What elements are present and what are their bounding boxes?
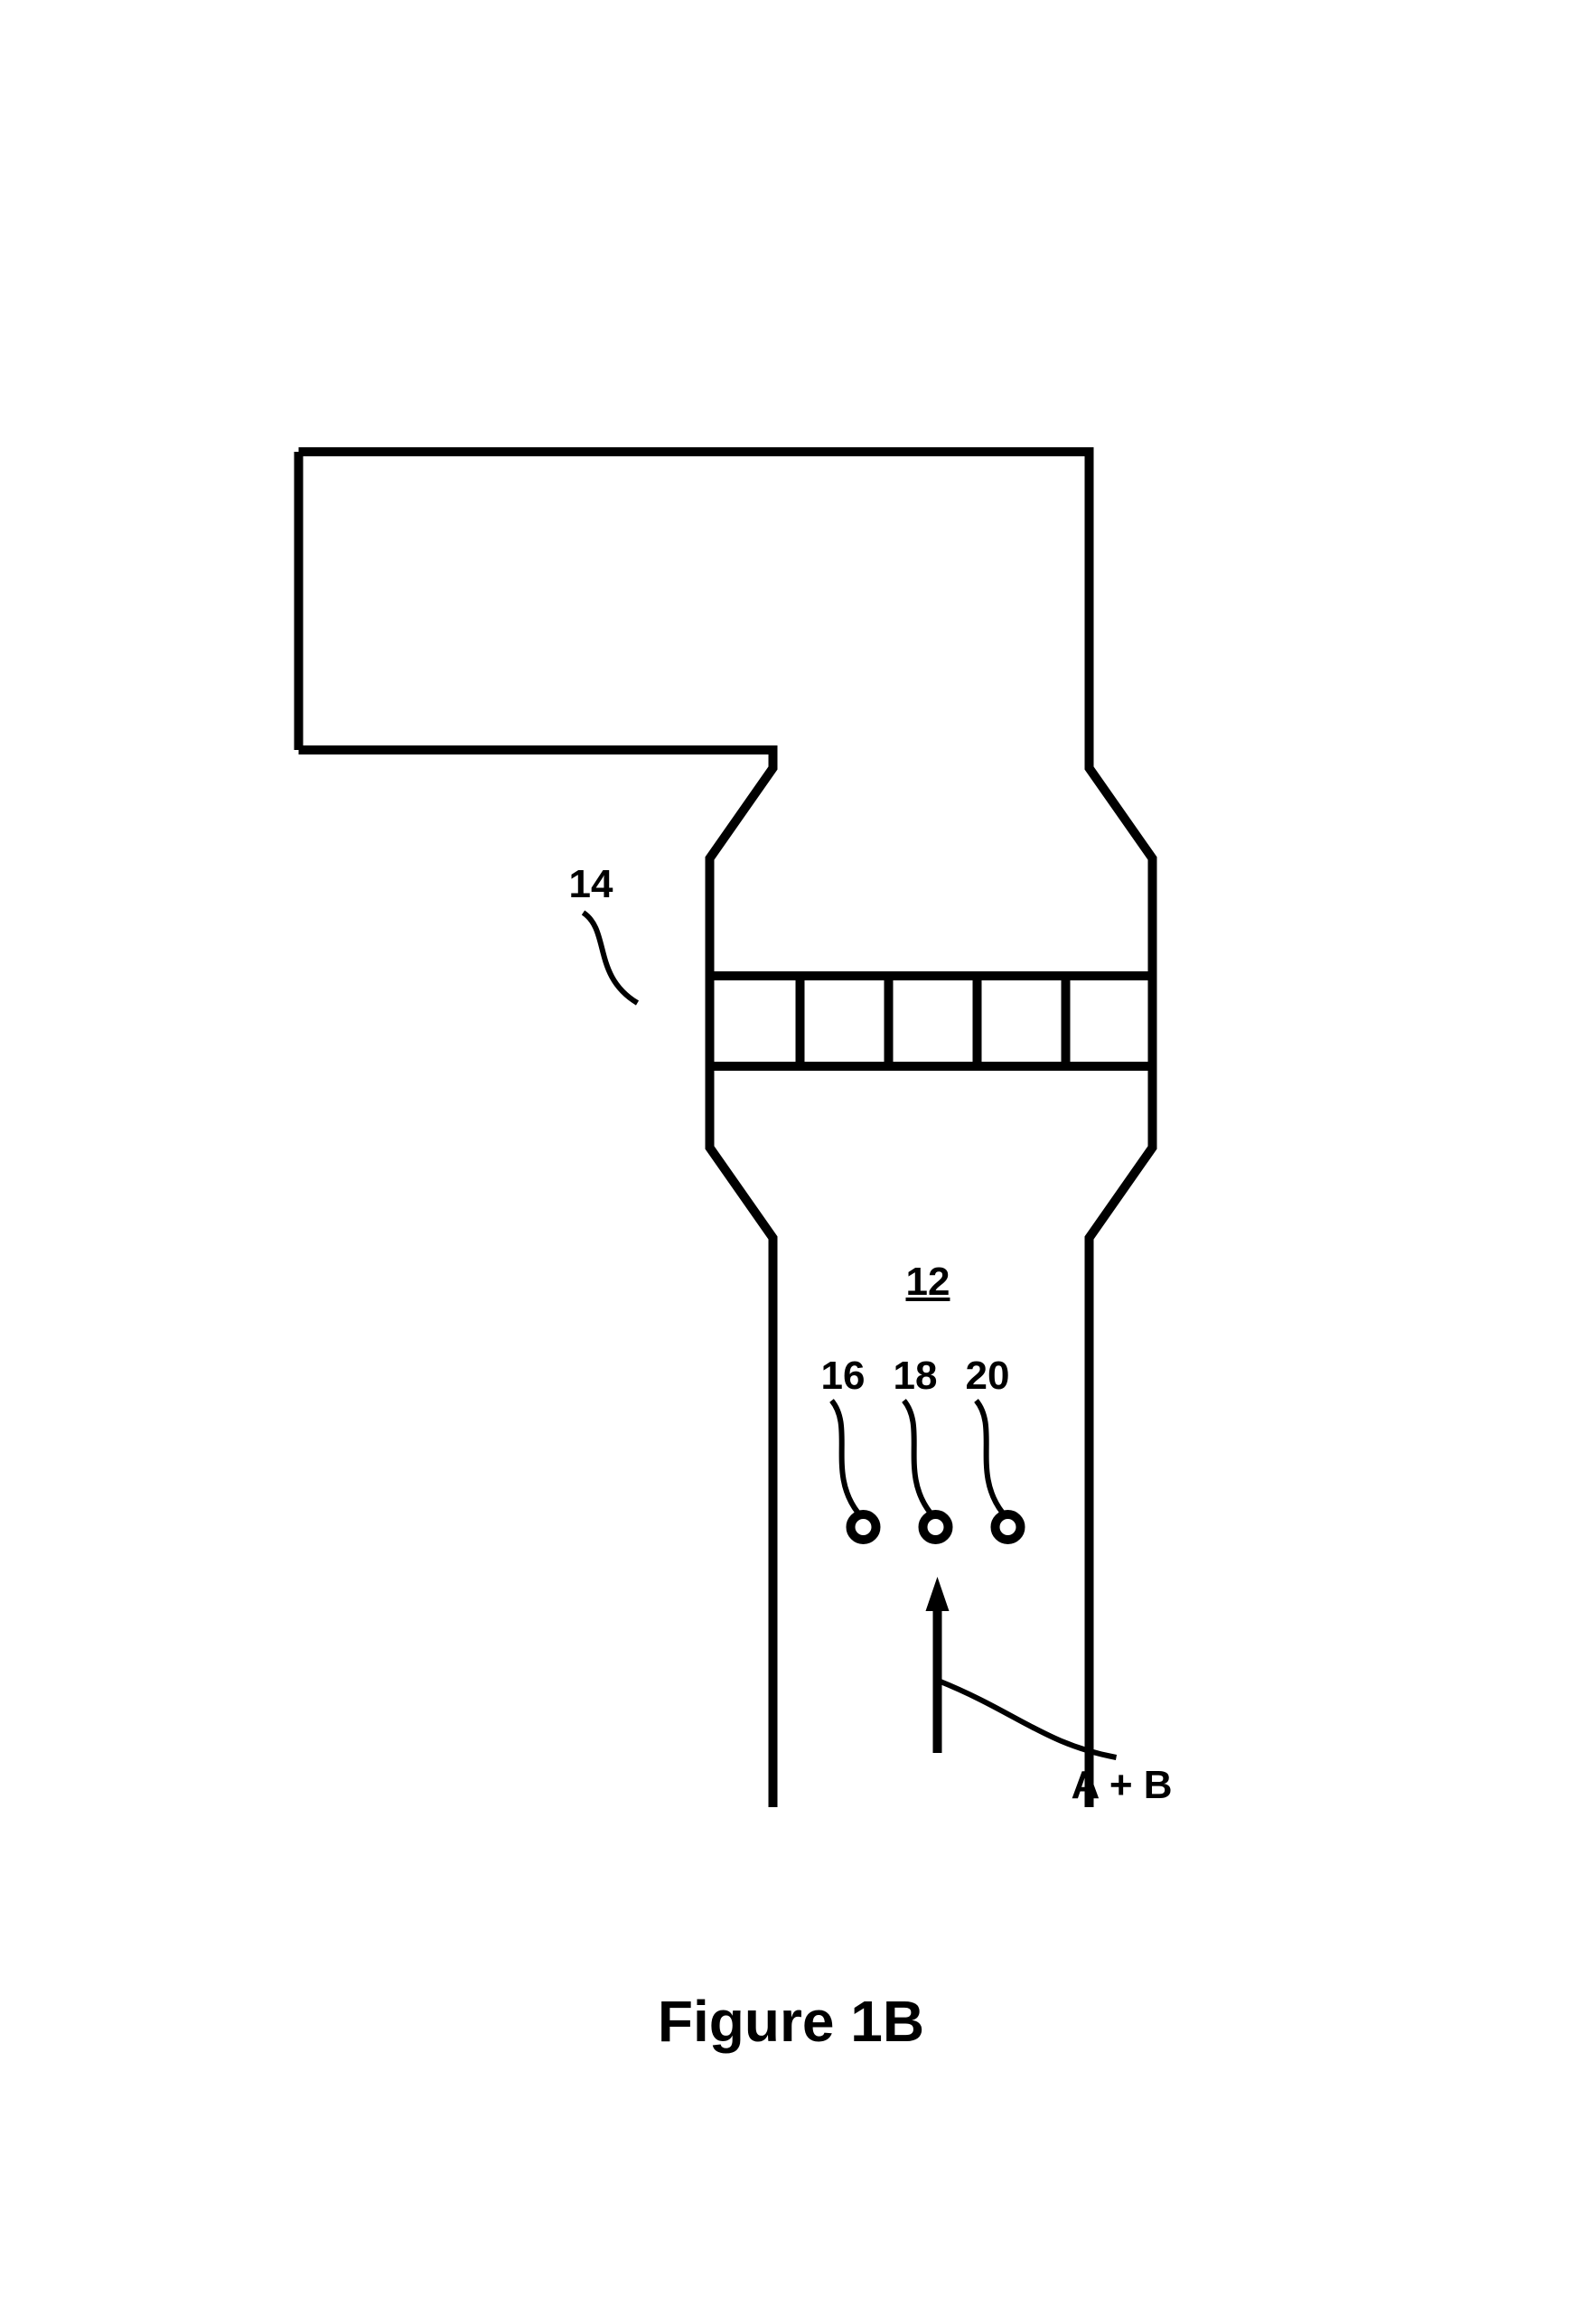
ref-label-16: 16 <box>821 1354 866 1399</box>
ref-label-20: 20 <box>966 1354 1010 1399</box>
ref-label-18: 18 <box>894 1354 938 1399</box>
ref-label-12: 12 <box>906 1260 950 1305</box>
input-label: A + B <box>1072 1763 1173 1808</box>
figure-canvas: 12 14 16 18 20 A + B Figure 1B <box>0 0 1582 2324</box>
ref-label-14: 14 <box>569 862 613 907</box>
diagram-svg <box>0 0 1582 2324</box>
figure-title: Figure 1B <box>0 1988 1582 2055</box>
